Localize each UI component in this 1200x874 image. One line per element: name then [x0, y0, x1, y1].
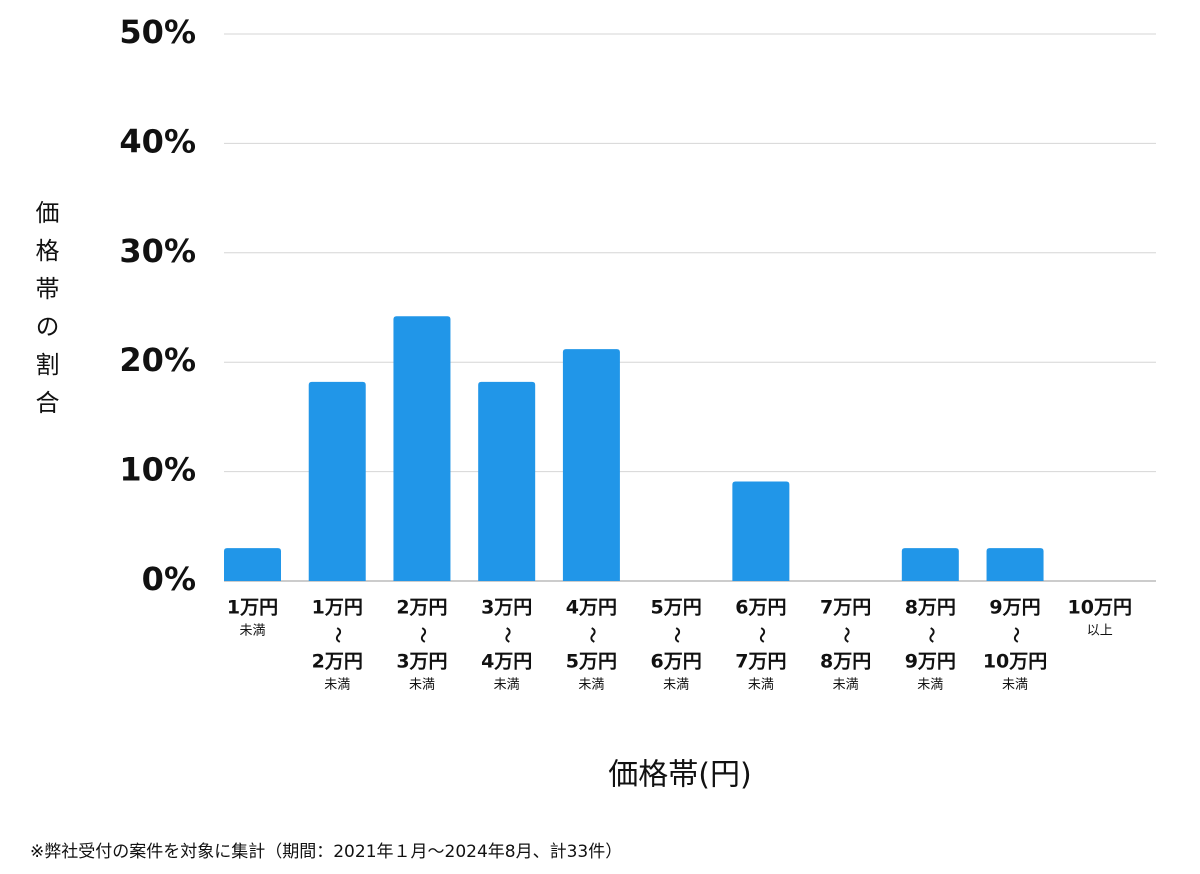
y-axis-label: 価格帯の割合 [31, 200, 59, 428]
x-tick-label: 10万円 [1068, 597, 1132, 619]
x-tick-label: 未満 [324, 678, 350, 693]
category-separator: 〜 [413, 627, 432, 643]
x-tick-label: 未満 [917, 678, 943, 693]
bar [393, 316, 451, 581]
category-separator: 〜 [583, 627, 602, 643]
x-tick-label: 以上 [1087, 624, 1113, 639]
bar [478, 381, 536, 581]
category-separator: 〜 [498, 627, 517, 643]
x-tick-label: 7万円 [735, 651, 786, 673]
y-tick-label: 10% [119, 451, 196, 489]
x-tick-label: 8万円 [905, 597, 956, 619]
x-tick-label: 未満 [578, 678, 604, 693]
x-tick-label: 未満 [663, 678, 689, 693]
x-tick-label: 未満 [833, 678, 859, 693]
y-tick-label: 50% [119, 13, 196, 51]
footnote: ※弊社受付の案件を対象に集計（期間：2021年１月～2024年8月、計33件） [30, 842, 622, 862]
x-tick-label: 未満 [748, 678, 774, 693]
x-tick-label: 未満 [239, 624, 265, 639]
y-tick-label: 0% [142, 560, 196, 598]
category-separator: 〜 [922, 627, 941, 643]
x-tick-label: 3万円 [481, 597, 532, 619]
x-tick-label: 5万円 [566, 651, 617, 673]
x-tick-label: 6万円 [735, 597, 786, 619]
x-tick-label: 2万円 [396, 597, 447, 619]
category-separator: 〜 [329, 627, 348, 643]
x-tick-label: 1万円 [227, 597, 278, 619]
y-tick-label: 30% [119, 232, 196, 270]
x-tick-label: 未満 [494, 678, 520, 693]
bar [308, 381, 366, 581]
bar [986, 548, 1044, 581]
y-tick-label: 20% [119, 341, 196, 379]
bar [562, 349, 620, 581]
x-axis-label: 価格帯(円) [608, 758, 751, 793]
category-separator: 〜 [1007, 627, 1026, 643]
x-tick-label: 4万円 [481, 651, 532, 673]
bar [224, 548, 281, 581]
category-separator: 〜 [752, 627, 771, 643]
category-separator: 〜 [668, 627, 687, 643]
bar [732, 481, 790, 581]
x-tick-label: 7万円 [820, 597, 871, 619]
x-tick-label: 5万円 [651, 597, 702, 619]
x-tick-label: 10万円 [983, 651, 1047, 673]
bar [901, 548, 959, 581]
x-tick-label: 未満 [1002, 678, 1028, 693]
x-tick-label: 1万円 [312, 597, 363, 619]
x-tick-label: 2万円 [312, 651, 363, 673]
x-tick-label: 未満 [409, 678, 435, 693]
x-tick-label: 6万円 [651, 651, 702, 673]
y-tick-label: 40% [119, 122, 196, 160]
category-separator: 〜 [837, 627, 856, 643]
x-tick-label: 3万円 [396, 651, 447, 673]
x-tick-label: 9万円 [905, 651, 956, 673]
x-tick-label: 9万円 [989, 597, 1040, 619]
x-tick-label: 4万円 [566, 597, 617, 619]
x-tick-label: 8万円 [820, 651, 871, 673]
